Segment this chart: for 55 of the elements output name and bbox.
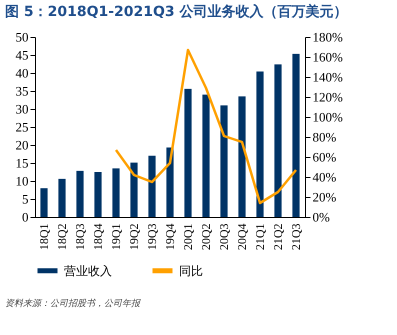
- y2-tick-label: 160%: [312, 50, 343, 64]
- x-tick-label: 19Q3: [145, 224, 159, 250]
- y-tick-label: 25: [16, 120, 28, 134]
- bar: [112, 168, 120, 217]
- bar: [94, 172, 102, 217]
- x-tick-label: 18Q2: [55, 224, 69, 250]
- y2-tick-label: 40%: [312, 170, 336, 184]
- y2-tick-label: 100%: [312, 110, 343, 124]
- line-series: [114, 48, 298, 204]
- x-tick-label: 19Q4: [163, 224, 177, 250]
- y2-tick-label: 80%: [312, 130, 336, 144]
- x-tick-label: 20Q3: [217, 224, 231, 250]
- y-tick-label: 5: [22, 192, 28, 206]
- y2-tick-label: 0%: [312, 210, 330, 224]
- x-tick-label: 18Q4: [91, 224, 105, 250]
- x-tick-label: 19Q1: [109, 224, 123, 250]
- y-tick-label: 35: [16, 84, 28, 98]
- x-tick-label: 20Q1: [181, 224, 195, 250]
- x-tick-label: 21Q3: [289, 224, 303, 250]
- y-tick-label: 40: [16, 66, 28, 80]
- bar: [130, 162, 138, 217]
- x-tick-label: 21Q2: [271, 224, 285, 250]
- x-tick-label: 18Q3: [73, 224, 87, 250]
- y2-tick-label: 60%: [312, 150, 336, 164]
- y-tick-label: 45: [16, 48, 28, 62]
- bar: [274, 64, 282, 217]
- bar: [148, 156, 156, 217]
- legend-label: 营业收入: [64, 264, 112, 278]
- y-tick-label: 15: [16, 156, 28, 170]
- bar: [292, 54, 300, 217]
- bar: [220, 105, 228, 217]
- x-tick-label: 18Q1: [37, 224, 51, 250]
- chart-title: 图 5：2018Q1-2021Q3 公司业务收入（百万美元）: [5, 3, 348, 20]
- legend-label: 同比: [179, 264, 203, 278]
- x-tick-label: 19Q2: [127, 224, 141, 250]
- x-tick-label: 20Q4: [235, 224, 249, 250]
- bar: [58, 178, 66, 217]
- y2-tick-label: 140%: [312, 70, 343, 84]
- x-tick-label: 21Q1: [253, 224, 267, 250]
- y2-tick-label: 180%: [312, 30, 343, 44]
- y-tick-label: 10: [16, 174, 28, 188]
- bar: [202, 94, 210, 217]
- y-tick-label: 20: [16, 138, 28, 152]
- y2-tick-label: 20%: [312, 190, 336, 204]
- bar: [40, 188, 48, 217]
- bar: [256, 72, 264, 217]
- y2-tick-label: 120%: [312, 90, 343, 104]
- bar: [76, 170, 84, 217]
- y-tick-label: 0: [22, 210, 28, 224]
- text: 资料来源：公司招股书，公司年报: [5, 298, 141, 309]
- x-tick-label: 20Q2: [199, 224, 213, 250]
- bar: [238, 96, 246, 217]
- y-tick-label: 30: [16, 102, 28, 116]
- y-tick-label: 50: [16, 30, 28, 44]
- bar: [184, 88, 192, 217]
